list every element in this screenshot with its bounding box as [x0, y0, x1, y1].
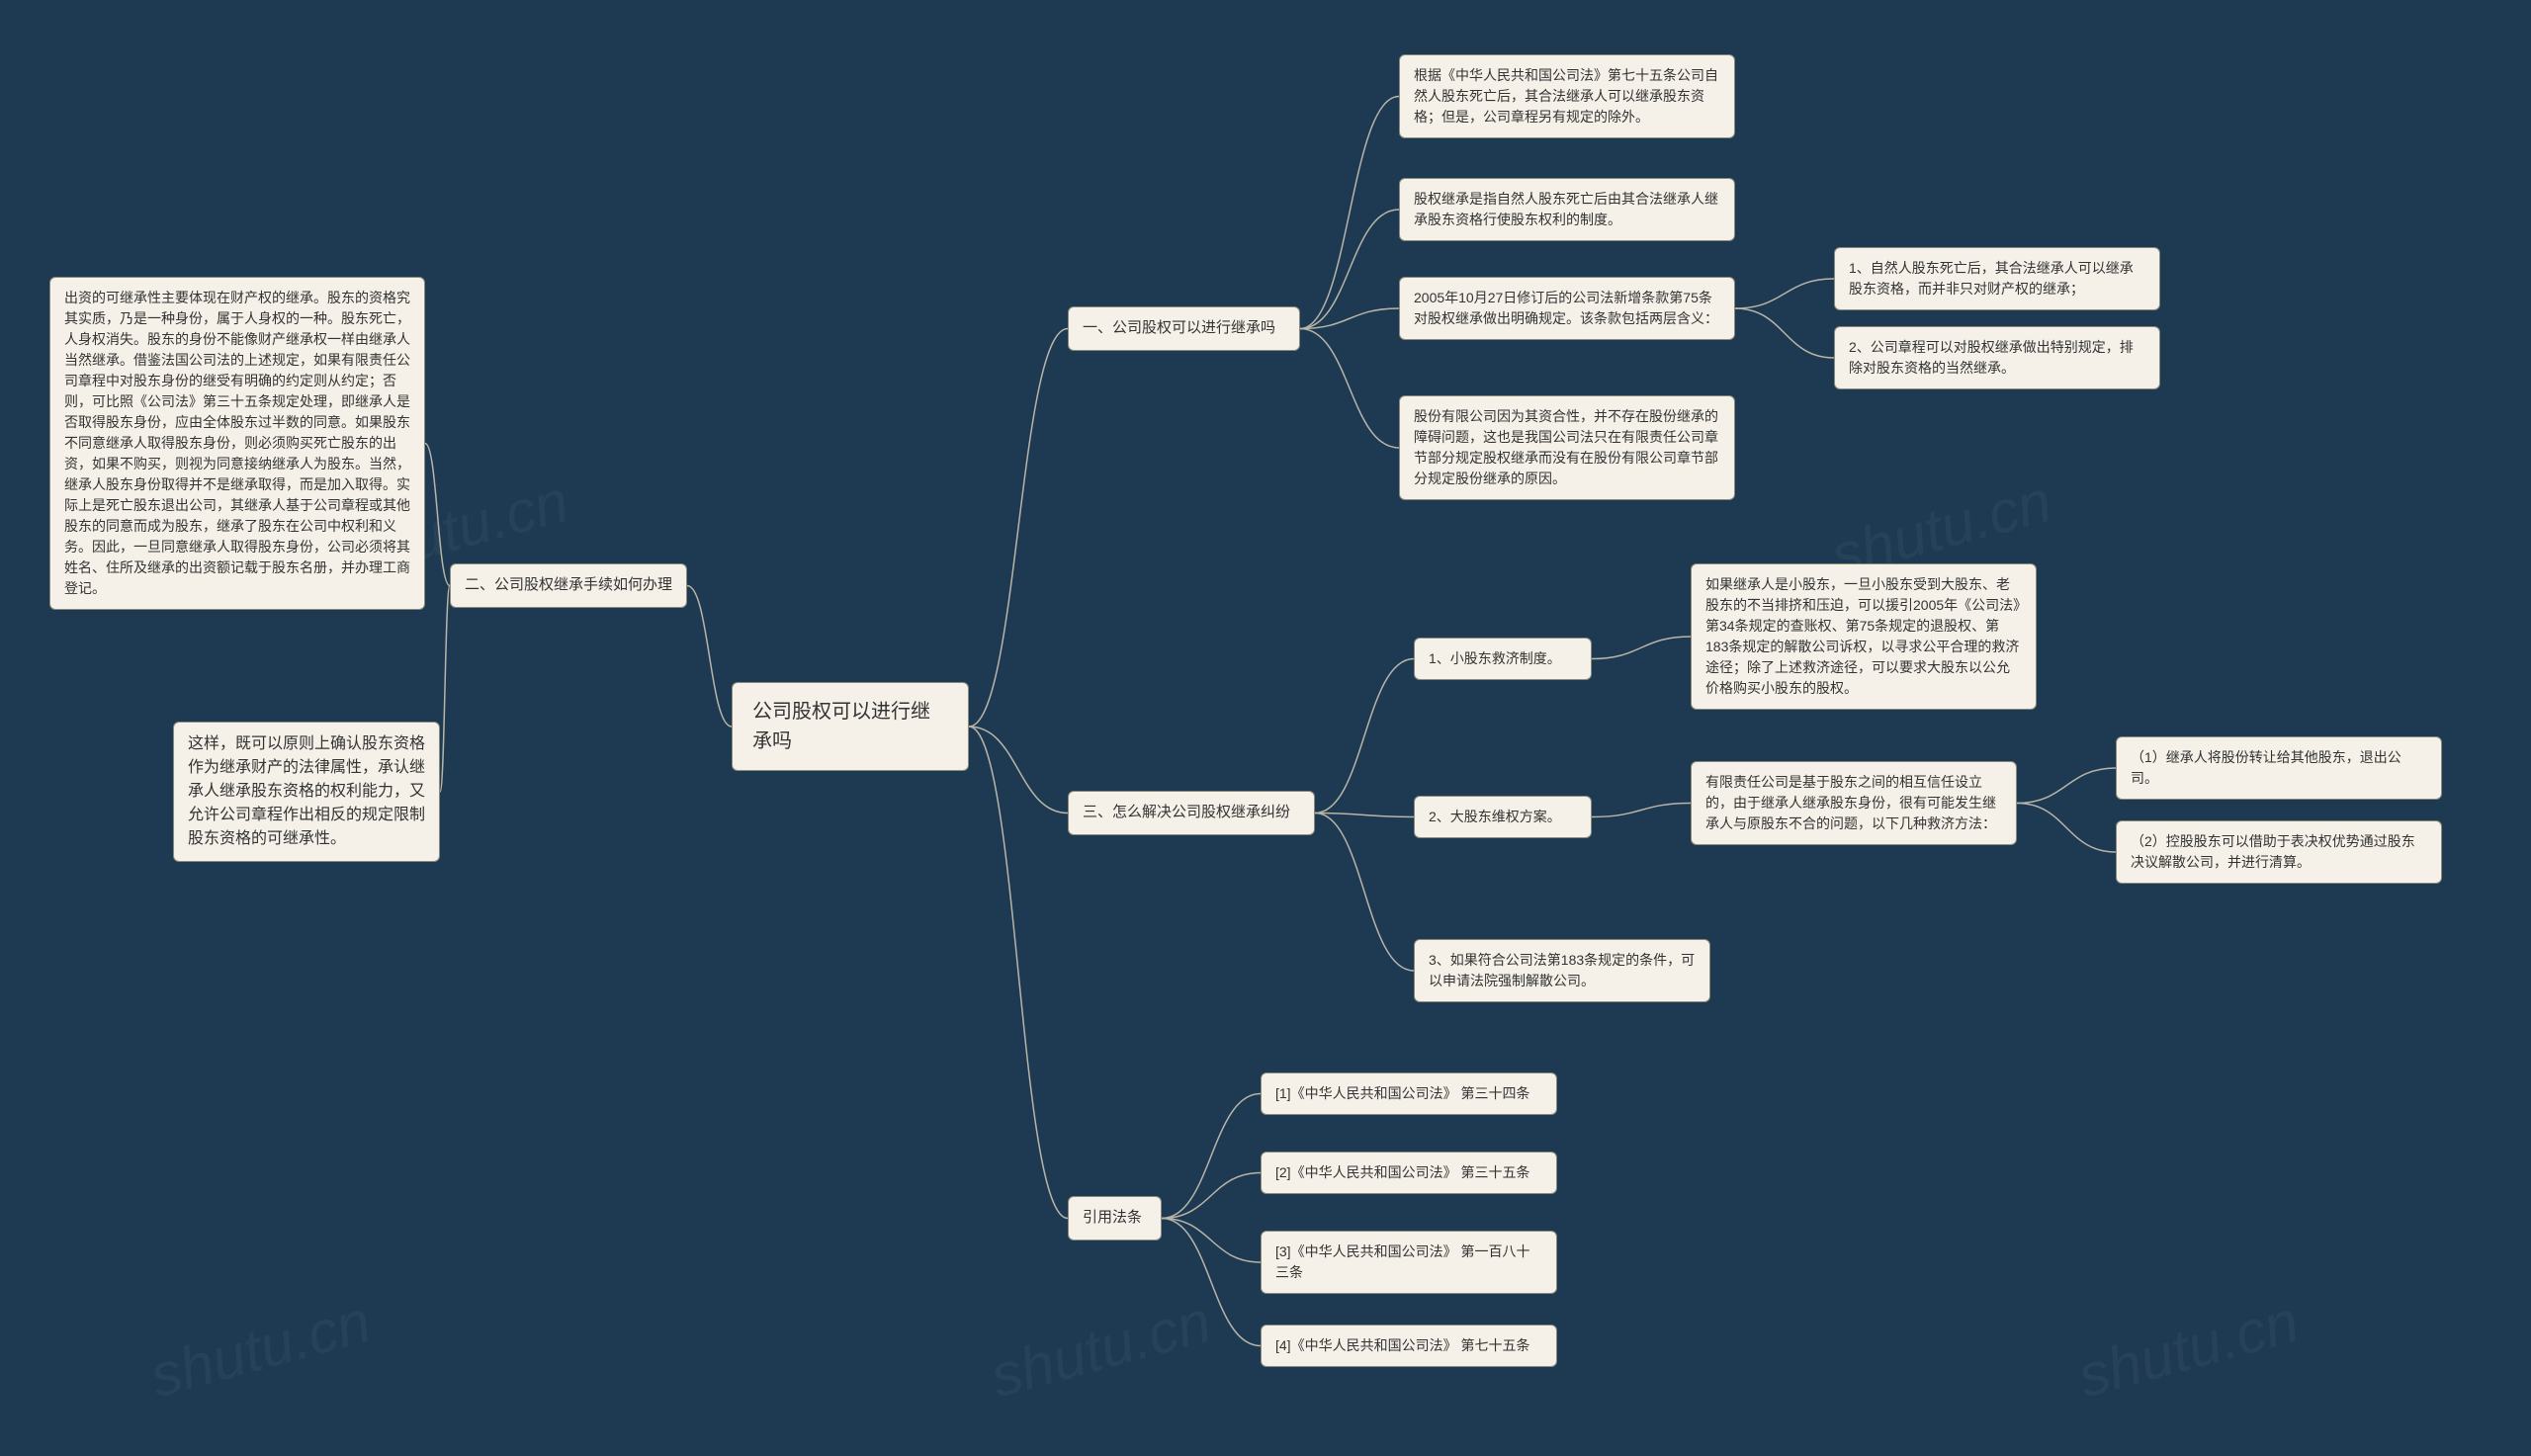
mindmap-node: [3]《中华人民共和国公司法》 第一百八十三条	[1261, 1231, 1557, 1294]
mindmap-node: 2、大股东维权方案。	[1414, 796, 1592, 838]
mindmap-node: 2、公司章程可以对股权继承做出特别规定，排除对股东资格的当然继承。	[1834, 326, 2160, 389]
mindmap-node: 股权继承是指自然人股东死亡后由其合法继承人继承股东资格行使股东权利的制度。	[1399, 178, 1735, 241]
mindmap-node: （1）继承人将股份转让给其他股东，退出公司。	[2116, 736, 2442, 800]
mindmap-node: （2）控股股东可以借助于表决权优势通过股东决议解散公司，并进行清算。	[2116, 820, 2442, 884]
mindmap-node: [2]《中华人民共和国公司法》 第三十五条	[1261, 1152, 1557, 1194]
mindmap-node: 如果继承人是小股东，一旦小股东受到大股东、老股东的不当排挤和压迫，可以援引200…	[1691, 563, 2037, 710]
mindmap-node: 一、公司股权可以进行继承吗	[1068, 306, 1300, 351]
mindmap-node: 2005年10月27日修订后的公司法新增条款第75条对股权继承做出明确规定。该条…	[1399, 277, 1735, 340]
mindmap-node: 这样，既可以原则上确认股东资格作为继承财产的法律属性，承认继承人继承股东资格的权…	[173, 722, 440, 862]
mindmap-node: 1、自然人股东死亡后，其合法继承人可以继承股东资格，而并非只对财产权的继承；	[1834, 247, 2160, 310]
mindmap-node: [1]《中华人民共和国公司法》 第三十四条	[1261, 1072, 1557, 1115]
mindmap-node: 公司股权可以进行继承吗	[732, 682, 969, 771]
mindmap-node: 1、小股东救济制度。	[1414, 638, 1592, 680]
mindmap-node: 有限责任公司是基于股东之间的相互信任设立的，由于继承人继承股东身份，很有可能发生…	[1691, 761, 2017, 845]
mindmap-node: [4]《中华人民共和国公司法》 第七十五条	[1261, 1325, 1557, 1367]
mindmap-node: 出资的可继承性主要体现在财产权的继承。股东的资格究其实质，乃是一种身份，属于人身…	[49, 277, 425, 610]
mindmap-node: 根据《中华人民共和国公司法》第七十五条公司自然人股东死亡后，其合法继承人可以继承…	[1399, 54, 1735, 138]
mindmap-node: 股份有限公司因为其资合性，并不存在股份继承的障碍问题，这也是我国公司法只在有限责…	[1399, 395, 1735, 500]
mindmap-node: 3、如果符合公司法第183条规定的条件，可以申请法院强制解散公司。	[1414, 939, 1710, 1002]
mindmap-node: 引用法条	[1068, 1196, 1162, 1241]
mindmap-node: 三、怎么解决公司股权继承纠纷	[1068, 791, 1315, 835]
mindmap-node: 二、公司股权继承手续如何办理	[450, 563, 687, 608]
